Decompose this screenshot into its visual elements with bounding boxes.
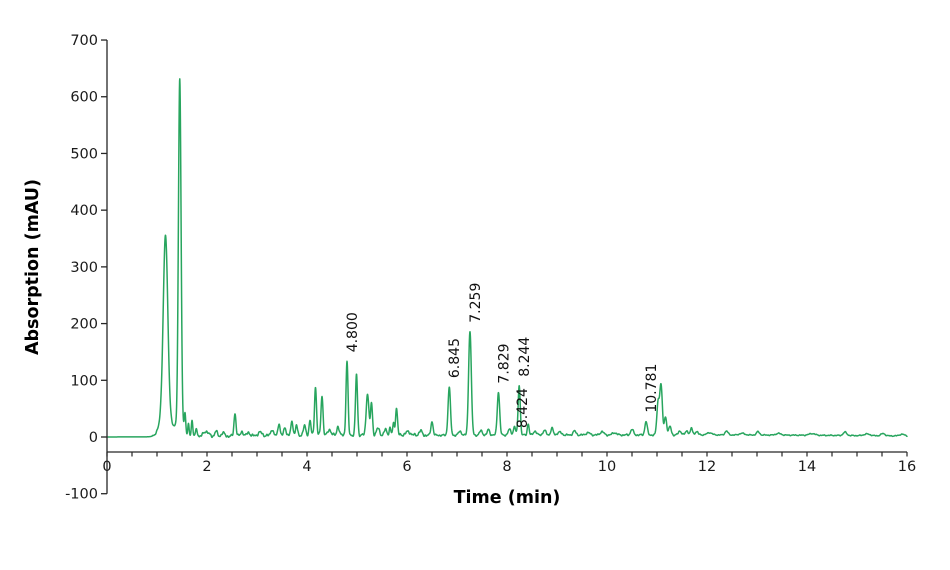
y-tick-label: 0 [89,430,98,446]
peak-label: 10.781 [644,364,660,413]
trace-line [106,78,908,439]
peak-label: 8.244 [517,337,533,377]
x-tick-label: 16 [898,459,916,475]
y-axis-ticks: 700 600 500 400 300 200 100 0 -100 [65,33,107,503]
peak-label: 4.800 [345,312,361,352]
x-tick-label: 0 [102,459,111,475]
x-tick-label: 14 [798,459,816,475]
peak-label: 8.424 [515,388,531,428]
axes-spines [106,40,907,494]
y-tick-label: 500 [70,146,98,162]
y-tick-label: 600 [70,90,98,106]
y-tick-label: 300 [70,260,98,276]
peak-label: 7.829 [496,343,512,383]
y-tick-label: -100 [65,487,98,503]
x-tick-label: 10 [598,459,616,475]
x-tick-label: 12 [698,459,716,475]
y-tick-label: 100 [70,373,98,389]
y-tick-label: 700 [70,33,98,49]
x-tick-label: 6 [402,459,411,475]
x-tick-label: 8 [502,459,511,475]
y-axis-title: Absorption (mAU) [23,179,43,355]
peak-labels: 4.800 6.845 7.259 7.829 8.244 8.424 10.781 [345,283,660,429]
peak-label: 7.259 [468,283,484,323]
x-tick-label: 4 [302,459,311,475]
x-tick-label: 2 [202,459,211,475]
x-axis-ticks: 0 2 4 6 8 10 12 14 16 [102,452,916,475]
peak-label: 6.845 [447,338,463,378]
x-axis-title: Time (min) [454,488,561,508]
y-tick-label: 400 [70,203,98,219]
y-tick-label: 200 [70,317,98,333]
